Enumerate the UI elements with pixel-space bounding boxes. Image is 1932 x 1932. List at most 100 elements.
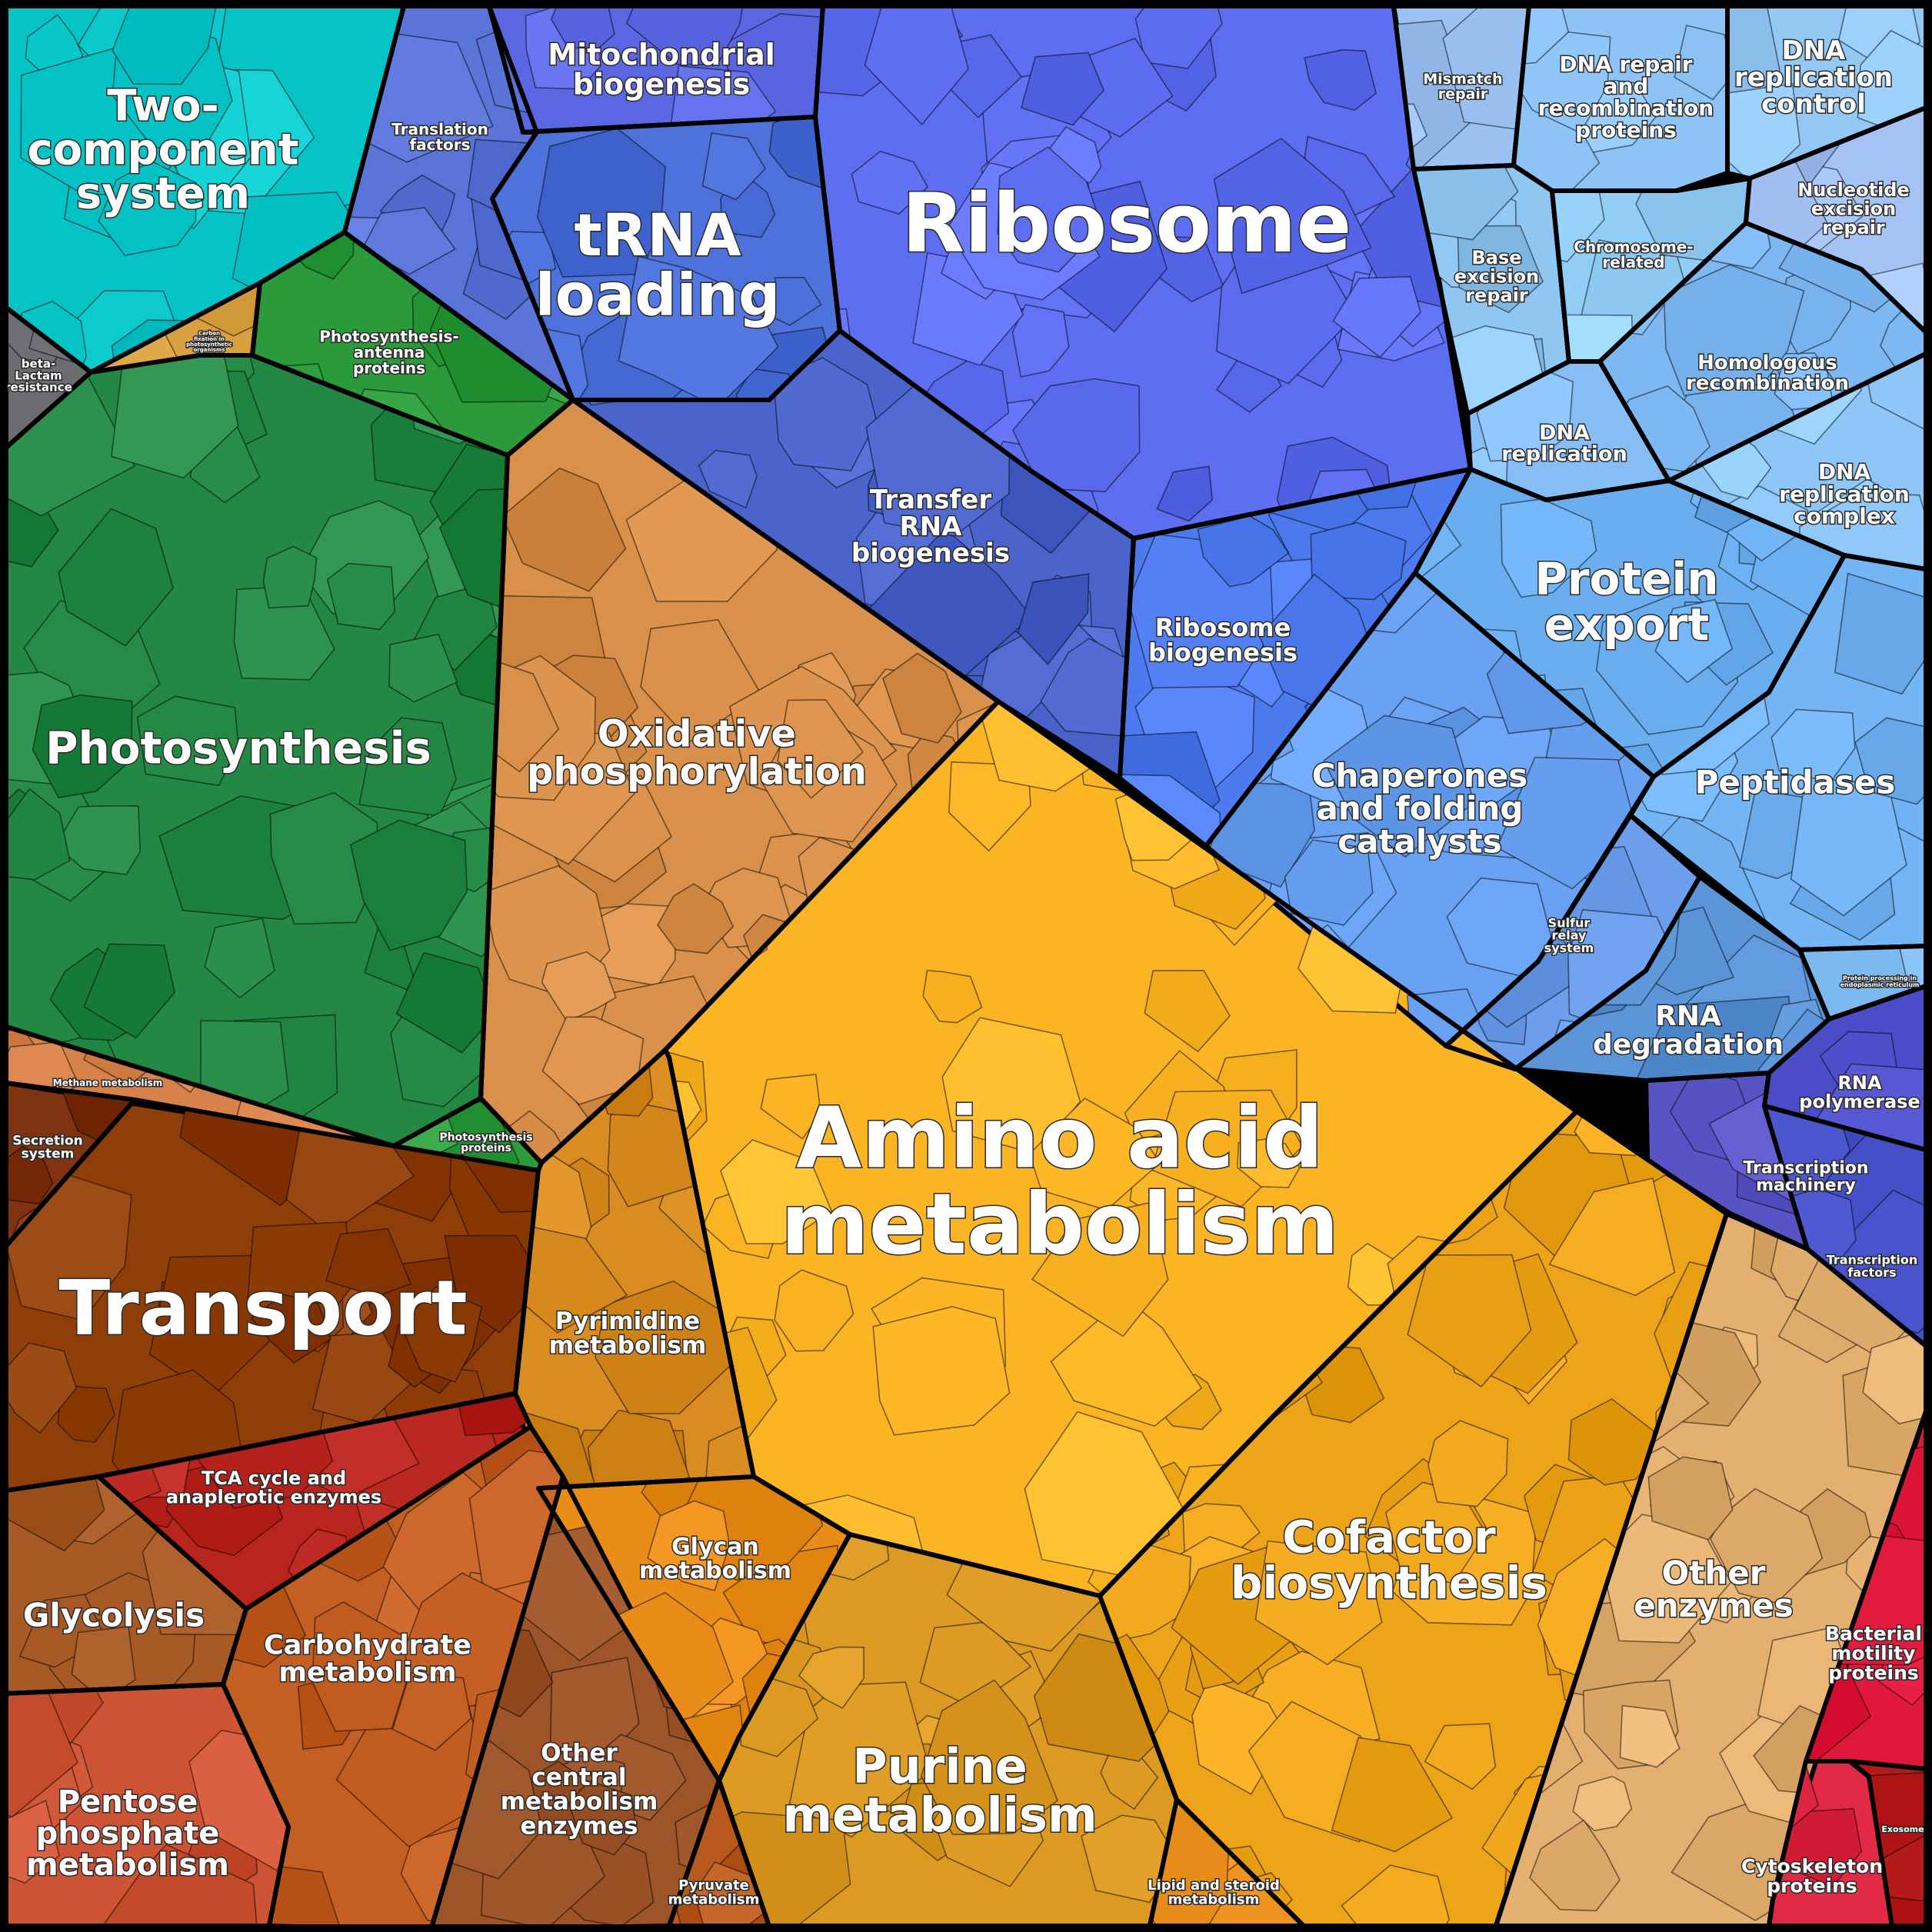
protein-cell xyxy=(1654,598,1734,684)
protein-cell xyxy=(1572,1775,1633,1832)
protein-cell xyxy=(83,943,176,1039)
protein-cell xyxy=(349,819,468,951)
label-trna-loading: tRNA loading xyxy=(535,201,781,329)
protein-cell xyxy=(58,508,174,647)
protein-cell xyxy=(1197,515,1290,588)
protein-cell xyxy=(625,6,748,66)
protein-cell xyxy=(1284,839,1374,926)
protein-cell xyxy=(395,951,496,1054)
label-photosynthesis-proteins: Photosynthesis proteins xyxy=(439,1131,532,1154)
label-cofactor-biosynthesis: Cofactor biosynthesis xyxy=(1231,1511,1547,1609)
protein-cell xyxy=(388,633,458,703)
label-homologous-recombination: Homologous recombination xyxy=(1686,351,1849,395)
protein-cell xyxy=(872,1305,1011,1436)
label-pentose-phosphate: Pentose phosphate metabolism xyxy=(26,1784,229,1883)
label-chaperones: Chaperones and folding catalysts xyxy=(1312,757,1528,861)
label-nucleotide-excision-repair: Nucleotide excision repair xyxy=(1797,179,1910,238)
protein-cell xyxy=(1031,1201,1169,1337)
protein-cell xyxy=(1331,1737,1454,1853)
protein-cell xyxy=(1880,301,1926,378)
protein-cell xyxy=(326,562,395,631)
label-oxidative-phosphorylation: Oxidative phosphorylation xyxy=(527,712,867,793)
protein-cell xyxy=(1854,717,1926,805)
label-dna-replication-complex: DNA replication complex xyxy=(1779,459,1910,528)
label-dna-replication: DNA replication xyxy=(1501,421,1627,467)
protein-cell xyxy=(6,1145,54,1204)
label-dna-repair-recombination: DNA repair and recombination proteins xyxy=(1538,52,1714,143)
label-glycan-metabolism: Glycan metabolism xyxy=(639,1534,791,1584)
protein-cell xyxy=(311,1601,413,1732)
label-mismatch-repair: Mismatch repair xyxy=(1423,71,1502,102)
protein-cell xyxy=(1050,1296,1203,1427)
label-sulfur-relay: Sulfur relay system xyxy=(1544,915,1594,955)
protein-cell xyxy=(864,6,969,125)
protein-cell xyxy=(98,160,198,256)
label-methane-metabolism: Methane metabolism xyxy=(53,1078,163,1088)
protein-cell xyxy=(1341,1864,1451,1926)
protein-cell xyxy=(1663,264,1805,397)
label-transcription-factors: Transcription factors xyxy=(1827,1252,1918,1279)
protein-cell xyxy=(1213,138,1372,295)
label-two-component: Two-component system xyxy=(27,82,298,219)
label-other-central-metabolism: Other central metabolism enzymes xyxy=(501,1739,658,1840)
label-other-enzymes: Other enzymes xyxy=(1634,1554,1793,1624)
protein-cell xyxy=(920,1679,1058,1836)
protein-cell xyxy=(568,1780,637,1856)
protein-cell xyxy=(1323,715,1475,858)
protein-cell xyxy=(55,804,142,875)
protein-cell xyxy=(1567,1397,1654,1486)
protein-cell xyxy=(997,146,1103,273)
protein-cell xyxy=(204,918,275,999)
protein-cell xyxy=(391,1672,472,1751)
label-purine-metabolism: Purine metabolism xyxy=(782,1738,1097,1843)
protein-cell xyxy=(6,1342,78,1434)
protein-cell xyxy=(720,1139,833,1244)
label-base-excision-repair: Base excision repair xyxy=(1454,247,1539,306)
protein-cell xyxy=(701,132,766,201)
protein-cell xyxy=(325,1227,412,1297)
label-carbohydrate-metabolism: Carbohydrate metabolism xyxy=(264,1630,471,1688)
protein-cell xyxy=(1144,969,1231,1053)
protein-cell xyxy=(798,1646,865,1710)
protein-cell xyxy=(71,1626,136,1694)
protein-cell xyxy=(1800,946,1916,1019)
protein-cell xyxy=(361,207,456,275)
protein-cell xyxy=(760,1074,821,1140)
protein-cell xyxy=(1134,6,1223,69)
label-transfer-rna-biogenesis: Transfer RNA biogenesis xyxy=(851,485,1010,568)
protein-cell xyxy=(1548,1178,1676,1297)
label-carbon-fixation: Carbon fixation in photosynthetic organisms xyxy=(186,331,232,354)
protein-cell xyxy=(1012,378,1141,493)
cells-ribosome xyxy=(815,6,1471,538)
label-transport: Transport xyxy=(58,1264,467,1352)
protein-cell xyxy=(1457,225,1544,314)
protein-cell xyxy=(92,1844,261,1926)
protein-cell xyxy=(618,255,779,400)
protein-cell xyxy=(772,357,878,471)
protein-cell xyxy=(1310,521,1407,601)
label-rna-degradation: RNA degradation xyxy=(1593,1001,1784,1061)
label-cytoskeleton-proteins: Cytoskeleton proteins xyxy=(1741,1855,1883,1897)
protein-cell xyxy=(1552,178,1605,263)
protein-cell xyxy=(1407,1254,1532,1388)
protein-cell xyxy=(1020,52,1105,126)
protein-cell xyxy=(1442,6,1529,133)
protein-cell xyxy=(262,545,318,609)
protein-cell xyxy=(882,652,962,744)
label-translation-factors: Translation factors xyxy=(391,120,488,154)
protein-cell xyxy=(788,1681,931,1838)
protein-cell xyxy=(269,791,378,925)
protein-cell xyxy=(32,694,133,798)
label-dna-replication-control: DNA replication control xyxy=(1734,35,1893,119)
protein-cell xyxy=(922,969,983,1024)
label-lipid-steroid-metabolism: Lipid and steroid metabolism xyxy=(1148,1877,1280,1907)
label-transcription-machinery: Transcription machinery xyxy=(1743,1159,1868,1195)
label-pyruvate-metabolism: Pyruvate metabolism xyxy=(668,1877,760,1907)
protein-cell xyxy=(851,150,929,215)
protein-cell xyxy=(1081,1814,1177,1904)
protein-cell xyxy=(1790,776,1907,917)
label-mitochondrial-biogenesis: Mitochondrial biogenesis xyxy=(548,38,774,102)
protein-cell xyxy=(1647,1456,1734,1541)
protein-cell xyxy=(772,276,822,326)
